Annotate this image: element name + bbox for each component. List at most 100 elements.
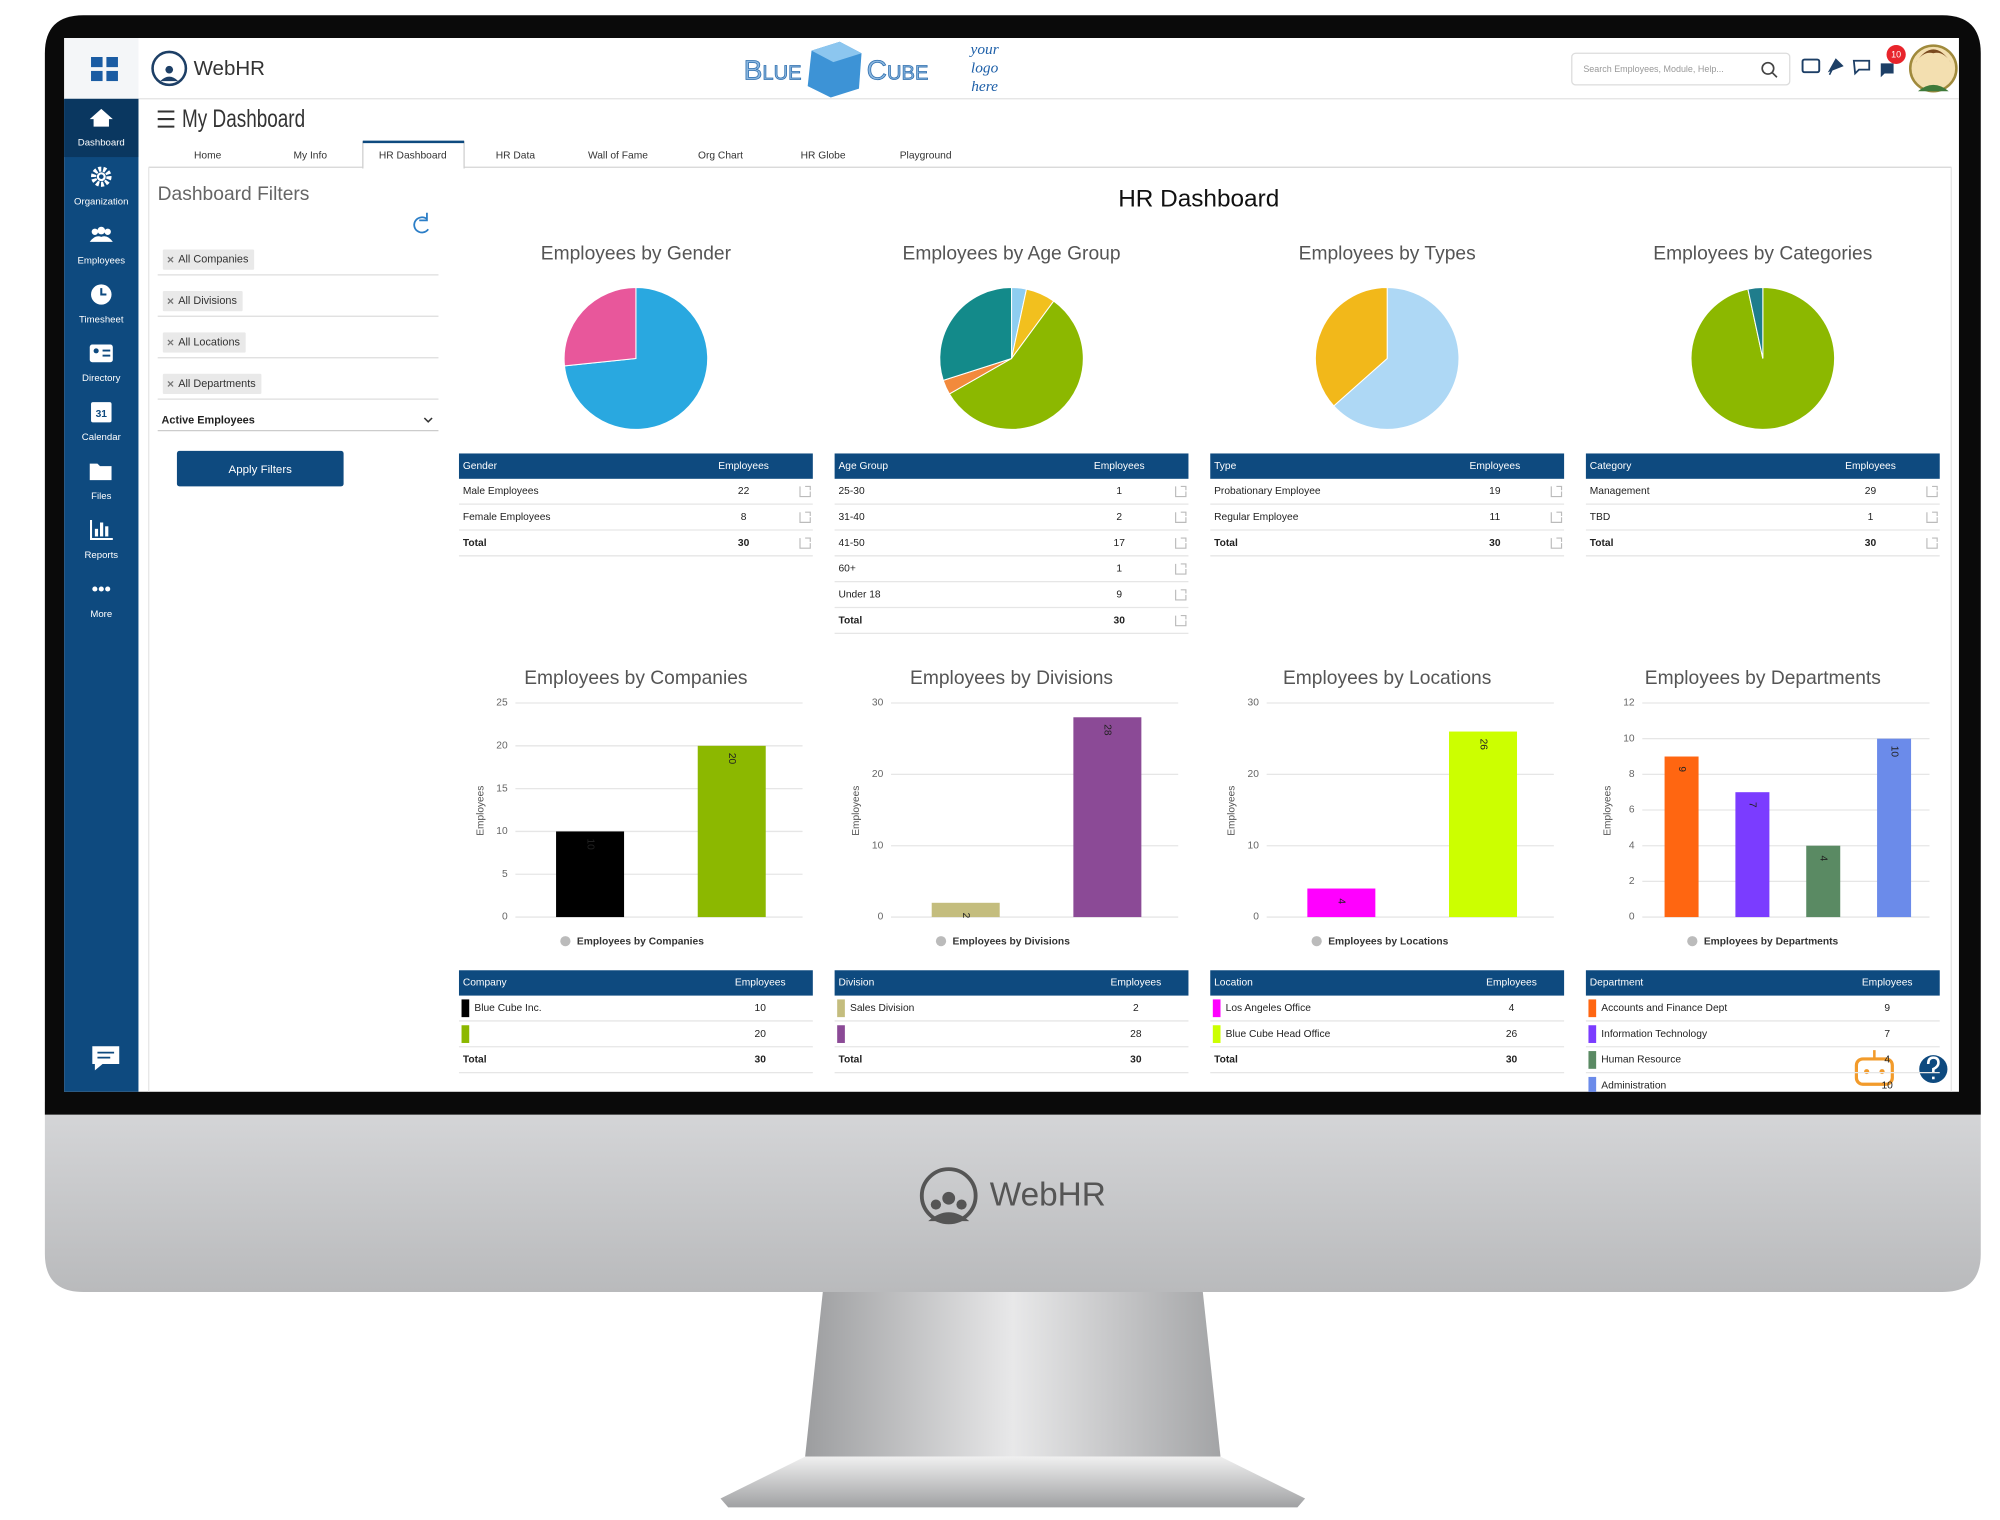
sidebar-item[interactable]: Employees: [78, 226, 126, 267]
pie-slice[interactable]: [1333, 287, 1460, 430]
y-tick-label: 0: [1629, 912, 1635, 923]
table-total-value: 30: [1506, 1055, 1518, 1066]
notification-badge: [1886, 44, 1906, 64]
search-box[interactable]: [1571, 52, 1791, 86]
sidebar-icon: 31: [91, 402, 112, 423]
bar[interactable]: [697, 745, 766, 918]
filter-chip[interactable]: All Divisions: [162, 290, 243, 312]
bar[interactable]: [931, 902, 1000, 918]
row-link-icon[interactable]: [1175, 563, 1187, 575]
legend-label[interactable]: Employees by Companies: [577, 936, 704, 947]
legend-label[interactable]: Employees by Locations: [1328, 936, 1449, 947]
row-link-icon[interactable]: [1926, 485, 1938, 498]
row-link-icon[interactable]: [1926, 511, 1938, 523]
app-grid-icon[interactable]: [91, 57, 118, 82]
filter-chip[interactable]: All Locations: [162, 332, 246, 353]
row-link-icon[interactable]: [799, 485, 811, 498]
row-link-icon[interactable]: [1175, 537, 1187, 549]
filter-chip[interactable]: All Departments: [162, 373, 262, 395]
pie-slice[interactable]: [948, 300, 1084, 430]
employee-status-select[interactable]: Active Employees: [162, 414, 255, 426]
tab[interactable]: Org Chart: [698, 151, 743, 162]
apply-filters-button[interactable]: [176, 450, 344, 487]
bar[interactable]: [556, 831, 625, 918]
y-tick-label: 0: [502, 912, 508, 923]
tab[interactable]: Wall of Fame: [588, 151, 648, 162]
icon-shape: [102, 349, 111, 352]
sidebar-item[interactable]: More: [90, 586, 112, 620]
sidebar-item[interactable]: Directory: [82, 344, 121, 385]
row-link-icon[interactable]: [1175, 615, 1187, 627]
table-total-label: Total: [463, 538, 487, 549]
legend-marker[interactable]: [1311, 936, 1322, 947]
y-tick-label: 25: [496, 698, 508, 709]
pie-slice[interactable]: [1747, 287, 1764, 359]
tab[interactable]: HR Globe: [801, 151, 846, 162]
sidebar-item[interactable]: Organization: [74, 166, 129, 208]
screen: WebHR Blue Cube Search Employees, Module…: [64, 38, 1959, 1092]
bar[interactable]: [1307, 888, 1376, 918]
legend-label[interactable]: Employees by Departments: [1704, 936, 1839, 947]
table-total-value: 30: [1489, 538, 1501, 549]
row-link-icon[interactable]: [1550, 485, 1563, 498]
table-color-swatch: [461, 1025, 470, 1043]
search-icon[interactable]: [1761, 61, 1775, 75]
y-tick-label: 0: [878, 912, 884, 923]
icon-shape: [104, 228, 111, 235]
row-link-icon[interactable]: [1175, 511, 1187, 523]
chin-logo-head: [930, 1199, 942, 1210]
sidebar-item[interactable]: Dashboard: [64, 98, 139, 158]
tab[interactable]: My Info: [293, 151, 327, 162]
pin-icon[interactable]: [1827, 58, 1844, 76]
bar[interactable]: [1877, 738, 1912, 918]
icon-shape: [94, 528, 99, 537]
tab[interactable]: HR Data: [496, 151, 536, 162]
calendar-day: 31: [96, 409, 108, 420]
pie-slice[interactable]: [1314, 287, 1388, 407]
filter-chip[interactable]: All Companies: [162, 249, 255, 270]
chat-icon[interactable]: [1852, 59, 1871, 76]
legend-marker[interactable]: [935, 936, 947, 947]
logo-text-right: Cube: [867, 55, 929, 86]
row-link-icon[interactable]: [799, 511, 811, 523]
sidebar-item[interactable]: 31 Calendar: [82, 402, 122, 443]
row-link-icon[interactable]: [1175, 589, 1187, 601]
sidebar-item[interactable]: Files: [89, 463, 112, 502]
pie-slice[interactable]: [563, 287, 637, 367]
legend-marker[interactable]: [1687, 936, 1698, 947]
table-row-value: 19: [1489, 486, 1501, 497]
tab[interactable]: HR Dashboard: [379, 151, 447, 162]
messages-icon[interactable]: [1880, 63, 1894, 78]
sidebar-icon: [91, 284, 112, 305]
bar[interactable]: [1806, 845, 1841, 918]
refresh-icon[interactable]: [413, 212, 429, 234]
bar[interactable]: [1664, 756, 1699, 918]
table-color-swatch: [1588, 1051, 1597, 1069]
row-link-icon[interactable]: [1550, 511, 1563, 523]
table-header-label: Division: [838, 978, 874, 989]
table-row-label: Regular Employee: [1214, 512, 1299, 523]
grid-square: [106, 70, 118, 82]
sidebar-item[interactable]: Reports: [84, 519, 118, 561]
tab[interactable]: Home: [194, 151, 222, 162]
table-row-value: 4: [1884, 1055, 1890, 1066]
legend-label[interactable]: Employees by Divisions: [953, 936, 1071, 947]
hamburger-icon[interactable]: [157, 110, 175, 128]
bar[interactable]: [1073, 717, 1142, 918]
table-header-label: Employees: [1862, 978, 1913, 989]
tab[interactable]: Playground: [900, 151, 952, 162]
table-color-swatch: [461, 999, 470, 1018]
pie-slice[interactable]: [939, 287, 1013, 382]
row-link-icon[interactable]: [1550, 537, 1563, 549]
row-link-icon[interactable]: [1175, 485, 1187, 498]
row-link-icon[interactable]: [1926, 537, 1938, 549]
table-row-label: 60+: [838, 564, 855, 575]
menu-button-bg[interactable]: [64, 38, 139, 99]
legend-marker[interactable]: [560, 936, 571, 947]
bar[interactable]: [1735, 792, 1770, 918]
bar[interactable]: [1449, 731, 1518, 918]
chip-label: All Divisions: [178, 295, 237, 307]
sidebar-item[interactable]: Timesheet: [79, 284, 124, 325]
row-link-icon[interactable]: [799, 537, 811, 549]
briefcase-icon[interactable]: [1801, 58, 1821, 74]
